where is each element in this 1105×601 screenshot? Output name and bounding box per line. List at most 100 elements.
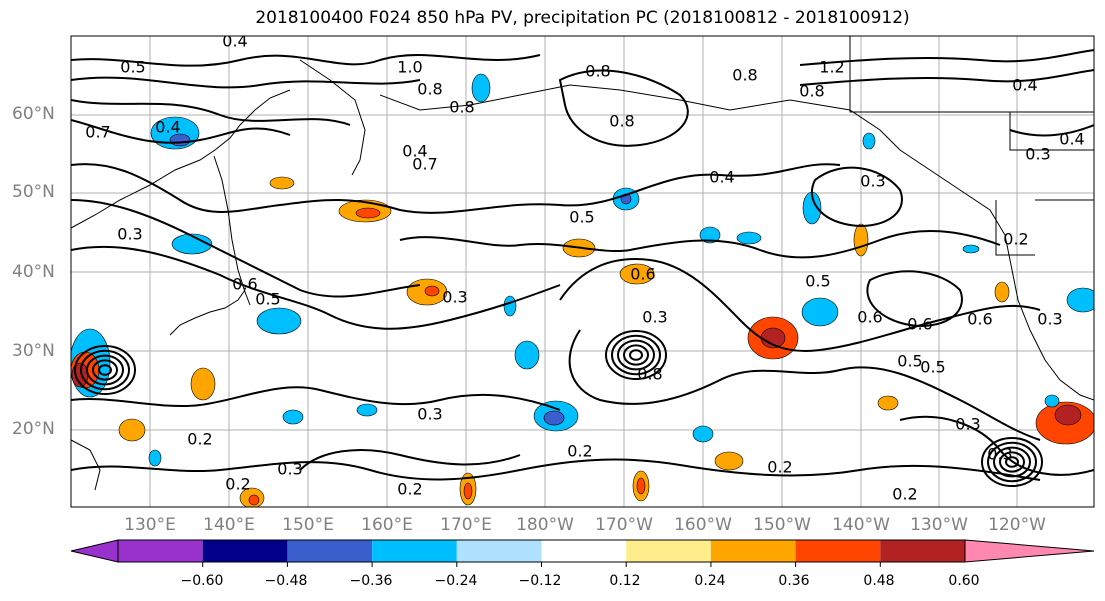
colorbar-tick-label: −0.24 (434, 573, 478, 589)
contour-label: 0.3 (1025, 145, 1050, 164)
pv-contour (399, 229, 1001, 259)
precipitation-anomaly (118, 418, 146, 442)
pv-contour (799, 69, 1094, 86)
contour-label: 0.5 (255, 290, 280, 309)
pv-contours (71, 49, 1094, 487)
lat-label-40n: 40°N (12, 262, 55, 282)
coastlines (71, 36, 1094, 491)
colorbar-tick-label: −0.60 (180, 573, 224, 589)
colorbar-segment (880, 540, 965, 562)
pv-contour (71, 54, 541, 67)
colorbar-segment (202, 540, 288, 562)
precipitation-anomaly (877, 395, 899, 411)
contour-label: 0.2 (892, 485, 917, 504)
colorbar-tick-label: 0.48 (863, 573, 895, 589)
precipitation-anomaly (190, 367, 216, 401)
contour-label: 0.4 (1059, 130, 1084, 149)
contour-label: 1.0 (397, 58, 422, 77)
precipitation-anomaly (1044, 394, 1060, 408)
lon-label-130w: 130°W (910, 515, 968, 535)
contour-label: 0.5 (569, 208, 594, 227)
colorbar-segment (626, 540, 711, 562)
contour-label: 1.2 (819, 58, 844, 77)
pv-contour-labels: 0.40.5 1.00.80.8 0.8 1.20.8 0.40.7 0.4 0.80.4 0… (85, 32, 1084, 504)
contour-label: 0.3 (277, 460, 302, 479)
precipitation-anomaly (248, 494, 260, 506)
pv-contour (810, 166, 903, 227)
pv-contour (568, 329, 1041, 441)
pv-contour (993, 446, 1031, 478)
precipitation-anomaly (692, 425, 714, 443)
precipitation-anomaly (171, 233, 213, 255)
lon-label-180w: 180°W (516, 515, 574, 535)
lon-label-140w: 140°W (832, 515, 890, 535)
coastline (213, 155, 251, 306)
contour-label: 0.2 (397, 480, 422, 499)
colorbar-extend-high (964, 539, 1095, 563)
lon-label-150e: 150°E (282, 515, 334, 535)
colorbar-segment (287, 540, 373, 562)
precipitation-anomaly (862, 132, 876, 150)
coastline (71, 439, 101, 491)
contour-label: 0.2 (1003, 230, 1028, 249)
pv-contour (866, 270, 963, 327)
contour-label: 0.5 (897, 352, 922, 371)
precipitation-anomaly (282, 409, 304, 425)
colorbar-segment (541, 540, 627, 562)
precipitation-anomaly (853, 223, 869, 257)
precipitation-anomaly (962, 244, 980, 254)
lon-label-160e: 160°E (361, 515, 413, 535)
colorbar-segment (372, 540, 457, 562)
contour-label: 0.8 (609, 112, 634, 131)
contour-label: 0.6 (967, 310, 992, 329)
pv-contour (71, 99, 351, 126)
precipitation-anomaly (463, 482, 473, 500)
pv-contour (899, 415, 1094, 476)
precipitation-anomaly (256, 307, 302, 335)
contour-label: 0.4 (222, 32, 247, 51)
contour-label: 0.3 (1037, 310, 1062, 329)
pv-contour (92, 359, 118, 381)
colorbar-tick-label: 0.12 (609, 573, 641, 589)
pv-contour (1009, 124, 1094, 137)
contour-label: 0.4 (1012, 76, 1037, 95)
contour-label: 0.2 (187, 430, 212, 449)
colorbar-segment (118, 540, 203, 562)
precipitation-anomaly (148, 449, 162, 467)
coastline (299, 59, 366, 176)
contour-label: 0.6 (857, 308, 882, 327)
colorbar-tick-label: 0.36 (778, 573, 810, 589)
colorbar-tick-label: 0.24 (694, 573, 726, 589)
contour-label: 0.8 (732, 66, 757, 85)
contour-label: 0.8 (417, 80, 442, 99)
colorbar-segment (795, 540, 881, 562)
precipitation-anomaly (356, 403, 378, 417)
contour-label: 0.2 (567, 442, 592, 461)
pv-contour (71, 163, 841, 214)
pv-contour (98, 364, 112, 376)
contour-label: 0.3 (860, 172, 885, 191)
pv-contour (629, 349, 643, 361)
map-title: 2018100400 F024 850 hPa PV, precipitatio… (255, 8, 910, 28)
contour-label: 0.6 (907, 315, 932, 334)
contour-label: 0.7 (412, 155, 437, 174)
lat-label-20n: 20°N (12, 419, 55, 439)
contour-label: 0.5 (805, 272, 830, 291)
precipitation-anomaly (503, 295, 517, 317)
colorbar-segment (456, 540, 542, 562)
pv-contour (71, 458, 1041, 481)
precipitation-anomaly (1054, 404, 1082, 426)
pv-contour (71, 199, 421, 298)
pv-contour (981, 437, 1043, 487)
precipitation-anomaly (619, 263, 655, 285)
lon-label-130e: 130°E (124, 515, 176, 535)
coastline (379, 84, 1094, 401)
pv-contour (987, 441, 1037, 483)
precipitation-anomaly (471, 73, 491, 103)
lat-label-30n: 30°N (12, 341, 55, 361)
contour-label: 0.3 (442, 288, 467, 307)
contour-label: 0.3 (955, 415, 980, 434)
precipitation-anomaly (714, 451, 744, 471)
contour-label: 0.4 (402, 142, 427, 161)
